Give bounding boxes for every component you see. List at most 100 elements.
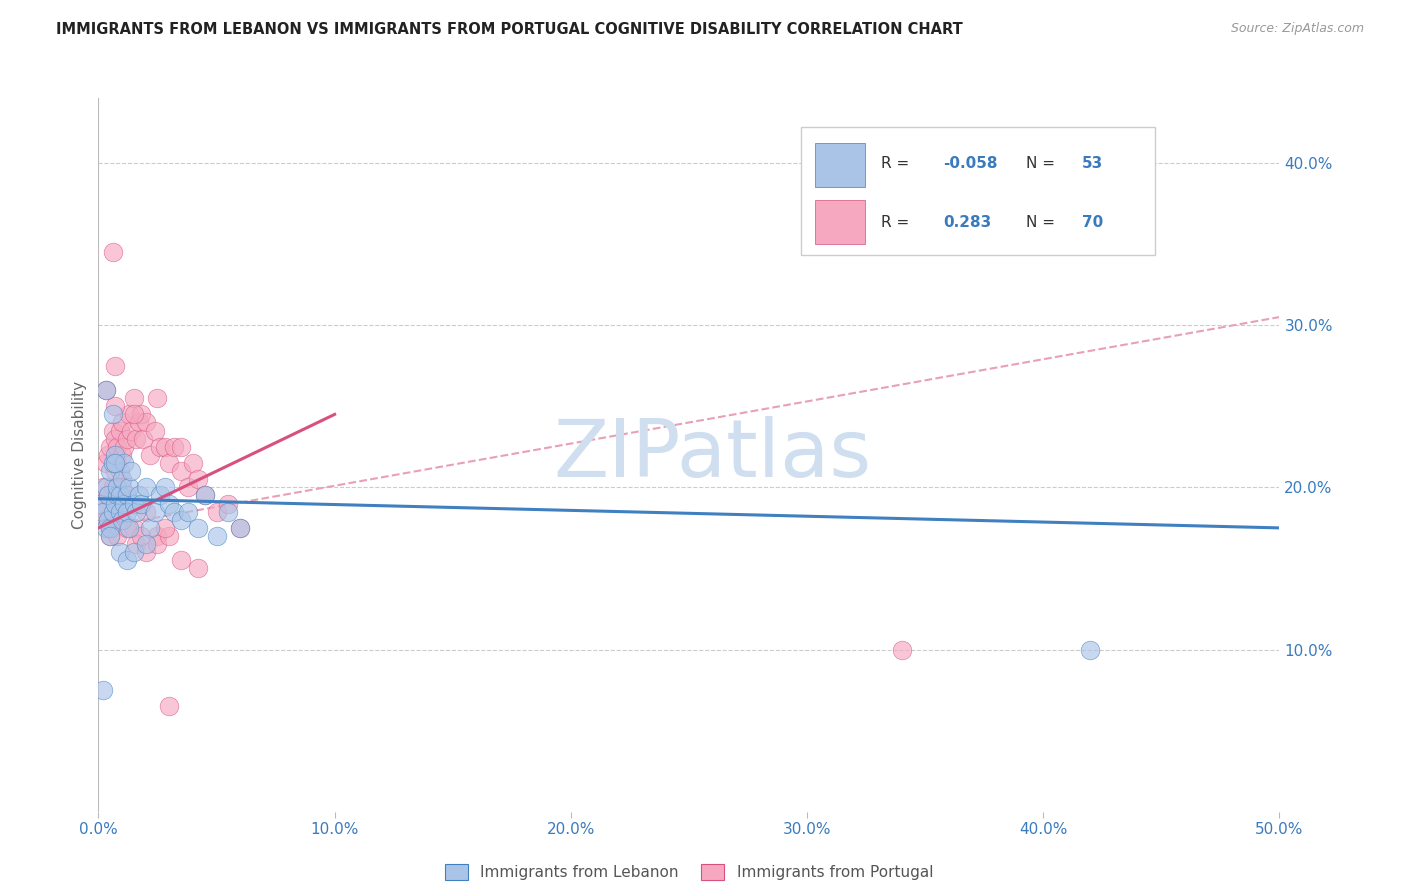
Point xyxy=(157,529,180,543)
Point xyxy=(170,464,193,478)
Point xyxy=(194,488,217,502)
Point xyxy=(229,521,252,535)
Bar xyxy=(815,200,865,244)
Point xyxy=(187,561,209,575)
Point xyxy=(98,513,121,527)
Point xyxy=(129,529,152,543)
FancyBboxPatch shape xyxy=(801,127,1156,255)
Point xyxy=(101,408,124,422)
Point xyxy=(94,383,117,397)
Point xyxy=(115,553,138,567)
Text: 53: 53 xyxy=(1083,156,1104,171)
Point xyxy=(153,480,176,494)
Point xyxy=(94,513,117,527)
Point xyxy=(187,472,209,486)
Point xyxy=(98,529,121,543)
Point xyxy=(170,553,193,567)
Point xyxy=(91,683,114,698)
Point xyxy=(153,440,176,454)
Point xyxy=(105,480,128,494)
Point xyxy=(94,456,117,470)
Point xyxy=(108,424,131,438)
Point xyxy=(1080,642,1102,657)
Point xyxy=(101,456,124,470)
Point xyxy=(108,488,131,502)
Point xyxy=(104,464,127,478)
Point xyxy=(90,497,112,511)
Point xyxy=(98,521,121,535)
Point xyxy=(105,529,128,543)
Point xyxy=(91,480,114,494)
Point xyxy=(139,448,162,462)
Point xyxy=(101,245,124,260)
Point xyxy=(205,529,228,543)
Point xyxy=(105,488,128,502)
Point xyxy=(94,505,117,519)
Text: ZIPatlas: ZIPatlas xyxy=(554,416,872,494)
Point xyxy=(153,521,176,535)
Point xyxy=(91,505,114,519)
Point xyxy=(104,432,127,446)
Point xyxy=(115,432,138,446)
Point xyxy=(111,480,134,494)
Point xyxy=(135,480,157,494)
Point xyxy=(122,408,145,422)
Point xyxy=(115,521,138,535)
Point xyxy=(118,408,141,422)
Point xyxy=(104,399,127,413)
Point xyxy=(98,440,121,454)
Point xyxy=(111,448,134,462)
Text: R =: R = xyxy=(882,156,914,171)
Point xyxy=(157,456,180,470)
Point xyxy=(163,505,186,519)
Point xyxy=(122,521,145,535)
Point xyxy=(177,505,200,519)
Point xyxy=(105,456,128,470)
Point xyxy=(217,497,239,511)
Text: N =: N = xyxy=(1025,156,1059,171)
Y-axis label: Cognitive Disability: Cognitive Disability xyxy=(72,381,87,529)
Point xyxy=(194,488,217,502)
Point xyxy=(132,432,155,446)
Point xyxy=(129,408,152,422)
Point xyxy=(139,521,162,535)
Point xyxy=(157,699,180,714)
Text: 70: 70 xyxy=(1083,215,1104,230)
Point xyxy=(122,497,145,511)
Point xyxy=(98,521,121,535)
Point xyxy=(101,424,124,438)
Point xyxy=(97,488,120,502)
Text: IMMIGRANTS FROM LEBANON VS IMMIGRANTS FROM PORTUGAL COGNITIVE DISABILITY CORRELA: IMMIGRANTS FROM LEBANON VS IMMIGRANTS FR… xyxy=(56,22,963,37)
Point xyxy=(108,505,131,519)
Text: Source: ZipAtlas.com: Source: ZipAtlas.com xyxy=(1230,22,1364,36)
Point xyxy=(104,456,127,470)
Text: R =: R = xyxy=(882,215,914,230)
Point xyxy=(90,497,112,511)
Point xyxy=(129,497,152,511)
Point xyxy=(125,505,148,519)
Point xyxy=(170,440,193,454)
Point xyxy=(146,391,169,405)
Point xyxy=(135,505,157,519)
Point xyxy=(111,513,134,527)
Point xyxy=(108,488,131,502)
Point xyxy=(97,488,120,502)
Point xyxy=(135,537,157,551)
Point xyxy=(108,545,131,559)
Point xyxy=(135,416,157,430)
Point xyxy=(115,497,138,511)
Point xyxy=(128,416,150,430)
Point xyxy=(128,488,150,502)
Point xyxy=(187,521,209,535)
Point xyxy=(205,505,228,519)
Point xyxy=(143,424,166,438)
Point xyxy=(94,480,117,494)
Point xyxy=(115,488,138,502)
Point xyxy=(122,391,145,405)
Point xyxy=(118,521,141,535)
Legend: Immigrants from Lebanon, Immigrants from Portugal: Immigrants from Lebanon, Immigrants from… xyxy=(439,858,939,886)
Point xyxy=(125,432,148,446)
Point xyxy=(112,456,135,470)
Point xyxy=(157,497,180,511)
Point xyxy=(98,464,121,478)
